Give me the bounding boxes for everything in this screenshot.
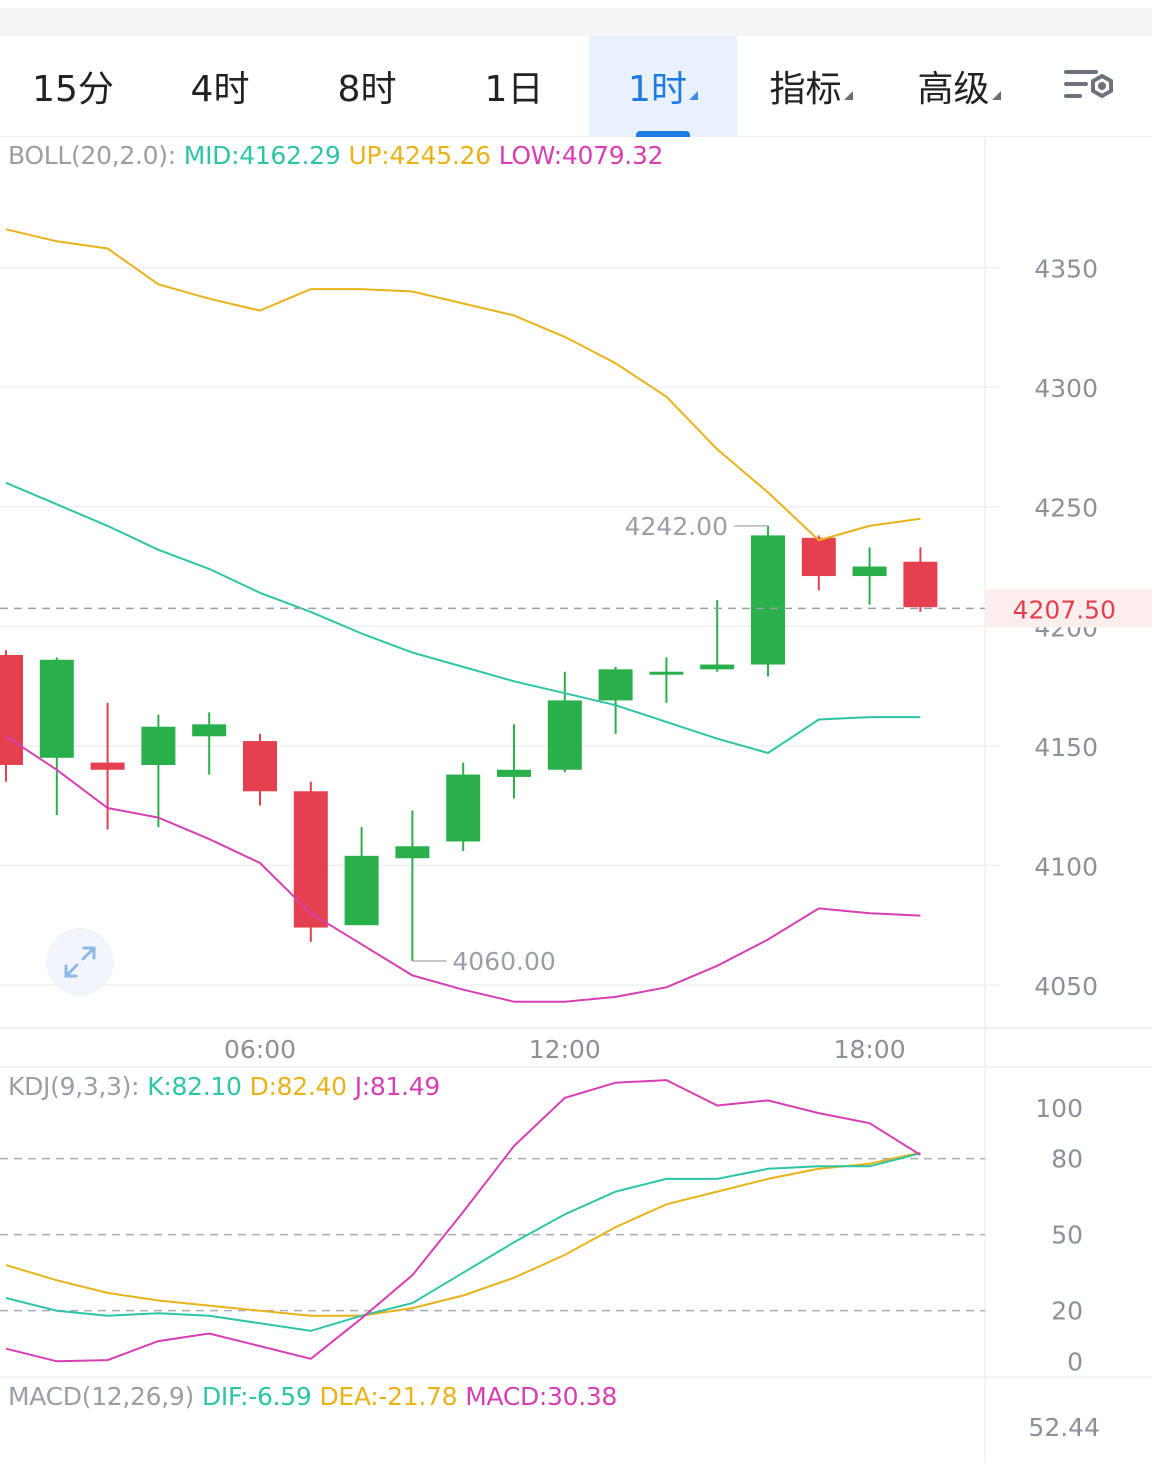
- time-tick-label: 12:00: [529, 1035, 601, 1064]
- dropdown-corner-icon: [991, 90, 1001, 100]
- tab-1h[interactable]: 1时: [589, 36, 737, 137]
- candle-body: [598, 669, 633, 701]
- macd-legend: MACD(12,26,9) DIF:-6.59 DEA:-21.78 MACD:30.…: [8, 1382, 625, 1411]
- kdj-tick-label: 20: [1051, 1297, 1083, 1326]
- boll-low-value: LOW:4079.32: [498, 141, 664, 170]
- kdj-j-line: [5, 1079, 921, 1363]
- tab-8h[interactable]: 8时: [294, 36, 440, 136]
- candle-body: [497, 769, 531, 777]
- candle-layer: [0, 525, 938, 962]
- price-tick-label: 4250: [1034, 494, 1098, 523]
- boll-legend-prefix: BOLL(20,2.0):: [8, 141, 176, 170]
- boll-up-value: UP:4245.26: [348, 141, 491, 170]
- candle-body: [547, 700, 582, 770]
- tab-indicators[interactable]: 指标: [737, 36, 885, 136]
- top-bar: [0, 0, 1152, 36]
- candle-body: [0, 654, 23, 765]
- tab-label: 1时: [628, 69, 687, 110]
- kdj-k-value: K:82.10: [147, 1072, 242, 1101]
- candle-body: [90, 762, 125, 770]
- boll-mid-value: MID:4162.29: [183, 141, 341, 170]
- active-tab-indicator: [636, 131, 690, 137]
- kdj-legend-prefix: KDJ(9,3,3):: [8, 1072, 140, 1101]
- candle-body: [852, 566, 887, 577]
- grid-layer: [0, 137, 1152, 1463]
- candle-body: [344, 855, 379, 926]
- price-tick-label: 4150: [1034, 733, 1098, 762]
- tab-label: 指标: [769, 69, 842, 110]
- kdj-d-value: D:82.40: [249, 1072, 347, 1101]
- candle-body: [395, 846, 430, 859]
- dropdown-corner-icon: [688, 90, 698, 100]
- boll-lower-line: [5, 735, 921, 1003]
- tab-advanced[interactable]: 高级: [885, 36, 1033, 136]
- kdj-tick-label: 100: [1035, 1094, 1083, 1123]
- panel-divider: [0, 1066, 1152, 1068]
- expand-chart-button[interactable]: [46, 928, 114, 996]
- candle-body: [801, 537, 836, 577]
- candle-body: [446, 774, 481, 842]
- panel-divider: [0, 1376, 1152, 1378]
- kdj-tick-label: 50: [1051, 1221, 1083, 1250]
- boll-upper-line: [5, 228, 921, 542]
- candle-body: [903, 561, 938, 608]
- indicator-lines-layer: [0, 228, 985, 1363]
- expand-icon: [64, 946, 96, 978]
- candle-body: [192, 724, 227, 737]
- kdj-tick-label: 80: [1051, 1145, 1083, 1174]
- candle-body: [293, 791, 328, 928]
- candle-body: [141, 726, 176, 765]
- kdj-k-line: [5, 1152, 921, 1332]
- candle-body: [243, 741, 277, 792]
- candle-body: [700, 664, 735, 670]
- price-tick-label: 4350: [1034, 255, 1098, 284]
- kdj-legend: KDJ(9,3,3): K:82.10 D:82.40 J:81.49: [8, 1072, 448, 1101]
- macd-dea-value: DEA:-21.78: [319, 1382, 458, 1411]
- macd-legend-prefix: MACD(12,26,9): [8, 1382, 194, 1411]
- boll-legend: BOLL(20,2.0): MID:4162.29 UP:4245.26 LOW:40…: [8, 141, 671, 170]
- low-price-label: 4060.00: [452, 947, 555, 976]
- tab-label: 8时: [337, 69, 397, 110]
- tab-label: 4时: [190, 69, 250, 110]
- price-tick-label: 4050: [1034, 972, 1098, 1001]
- timeframe-tabs: 15分 4时 8时 1日 1时 指标 高级: [0, 36, 1152, 137]
- time-tick-label: 06:00: [224, 1035, 296, 1064]
- candle-body: [39, 659, 74, 758]
- boll-mid-line: [5, 481, 921, 755]
- tab-4h[interactable]: 4时: [146, 36, 294, 136]
- price-tick-label: 4300: [1034, 374, 1098, 403]
- last-price-tag: [985, 589, 1152, 628]
- macd-dif-value: DIF:-6.59: [201, 1382, 312, 1411]
- tab-label: 15分: [32, 69, 114, 110]
- candle-body: [649, 671, 684, 675]
- tab-15m[interactable]: 15分: [0, 36, 146, 136]
- candle-body: [751, 535, 785, 665]
- macd-tick-label: 52.44: [1028, 1413, 1100, 1442]
- tab-label: 高级: [917, 69, 990, 110]
- kdj-d-line: [5, 1151, 921, 1317]
- tab-label: 1日: [484, 69, 544, 110]
- high-price-label: 4242.00: [625, 512, 728, 541]
- price-tick-label: 4100: [1034, 852, 1098, 881]
- time-tick-label: 18:00: [834, 1035, 906, 1064]
- dropdown-corner-icon: [843, 90, 853, 100]
- macd-bar-value: MACD:30.38: [465, 1382, 618, 1411]
- last-price-label: 4207.50: [1013, 595, 1116, 624]
- kdj-j-value: J:81.49: [354, 1072, 441, 1101]
- tab-1d[interactable]: 1日: [440, 36, 588, 136]
- chart-settings-gear-icon[interactable]: [1062, 64, 1118, 110]
- top-strip: [0, 8, 1152, 36]
- kdj-tick-label: 0: [1067, 1347, 1083, 1376]
